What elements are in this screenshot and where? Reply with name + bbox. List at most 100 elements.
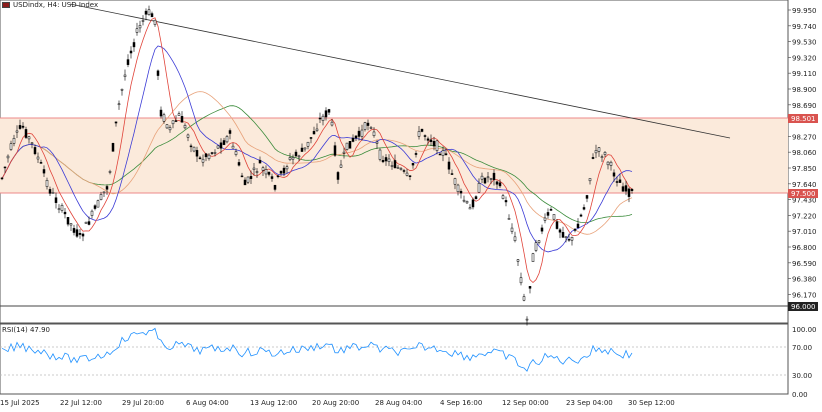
candle-body [429, 139, 433, 142]
candle-body [567, 239, 571, 241]
candle-body [12, 137, 16, 144]
candle-body [315, 128, 319, 131]
candle-body [141, 20, 145, 22]
rsi-line [1, 327, 633, 372]
candle-body [93, 205, 97, 209]
candle-body [309, 137, 313, 139]
candle-body [306, 141, 310, 147]
candle-body [432, 141, 436, 147]
candle-body [561, 232, 565, 238]
candle-body [303, 147, 307, 150]
candle-body [435, 140, 439, 151]
candle-body [60, 204, 64, 211]
candle-body [147, 9, 151, 15]
candles [0, 5, 634, 326]
candle-body [285, 166, 289, 170]
candle-body [69, 223, 73, 226]
candle-body [360, 129, 364, 137]
candle-body [348, 141, 352, 149]
candle-body [135, 28, 139, 33]
candle-body [120, 88, 124, 91]
resistance-tag: 98.501 [788, 114, 818, 123]
candle-body [483, 177, 487, 184]
candle-body [408, 175, 412, 177]
candle-body [582, 207, 586, 210]
time-axis-label: 12 Sep 00:00 [502, 399, 549, 407]
candle-body [354, 135, 358, 139]
price-axis-label: 96.800 [792, 244, 817, 252]
candle-body [321, 115, 325, 121]
candle-body [36, 156, 40, 160]
candle-body [117, 103, 121, 106]
candle-body [465, 200, 469, 204]
candle-body [579, 214, 583, 217]
candle-body [6, 155, 10, 159]
candle-body [144, 10, 148, 15]
candle-body [270, 176, 274, 179]
price-axis-label: 97.220 [792, 212, 817, 220]
candle-body [381, 160, 385, 163]
candle-body [453, 178, 457, 185]
time-axis-label: 29 Jul 20:00 [122, 399, 164, 407]
candle-body [573, 228, 577, 231]
candle-body [549, 209, 553, 211]
candle-body [396, 167, 400, 169]
price-axis: 99.950 99.740 99.530 99.320 99.110 98.900 98.6… [788, 7, 817, 299]
candle-body [234, 151, 238, 155]
candle-body [387, 158, 391, 162]
candle-body [615, 181, 619, 183]
candle-body [48, 189, 52, 194]
symbol-title: USDindx, H4: USD Index [2, 1, 98, 9]
candle-body [267, 171, 271, 175]
candle-body [552, 214, 556, 220]
candle-body [72, 228, 76, 233]
price-axis-label: 96.590 [792, 260, 817, 268]
candle-body [63, 211, 67, 215]
candle-body [417, 131, 421, 137]
down-trendline[interactable] [69, 3, 731, 139]
time-axis-label: 15 Jul 2025 [0, 399, 40, 407]
candle-body [351, 137, 355, 142]
candle-body [537, 240, 541, 243]
candle-body [414, 153, 418, 155]
candle-body [111, 143, 115, 152]
candle-body [585, 195, 589, 199]
candle-body [240, 175, 244, 178]
candle-body [510, 227, 514, 232]
sr-zone [0, 118, 788, 193]
price-axis-label: 99.110 [792, 70, 817, 78]
candle-body [609, 161, 613, 166]
candle-body [501, 195, 505, 199]
candle-body [180, 116, 184, 123]
candle-body [105, 186, 109, 190]
candle-body [84, 221, 88, 224]
candle-body [603, 152, 607, 155]
candle-body [132, 42, 136, 48]
candle-body [468, 207, 472, 210]
candle-body [405, 172, 409, 176]
candle-body [189, 145, 193, 148]
candle-body [51, 192, 55, 194]
price-axis-label: 98.270 [792, 133, 817, 141]
candle-body [597, 147, 601, 152]
candle-body [75, 229, 79, 237]
candle-body [216, 145, 220, 149]
candle-body [90, 210, 94, 216]
candle-body [123, 74, 127, 77]
candle-body [447, 161, 451, 170]
candle-body [138, 25, 142, 29]
candle-body [627, 188, 631, 197]
candle-body [420, 128, 424, 132]
candle-body [459, 190, 463, 194]
candle-body [576, 223, 580, 229]
candle-body [210, 152, 214, 154]
candle-body [33, 147, 37, 155]
candle-body [345, 142, 349, 150]
candle-body [102, 191, 106, 194]
low-tag: 96.000 [788, 302, 818, 311]
candle-body [183, 125, 187, 129]
candle-body [81, 233, 85, 237]
price-axis-label: 97.010 [792, 228, 817, 236]
